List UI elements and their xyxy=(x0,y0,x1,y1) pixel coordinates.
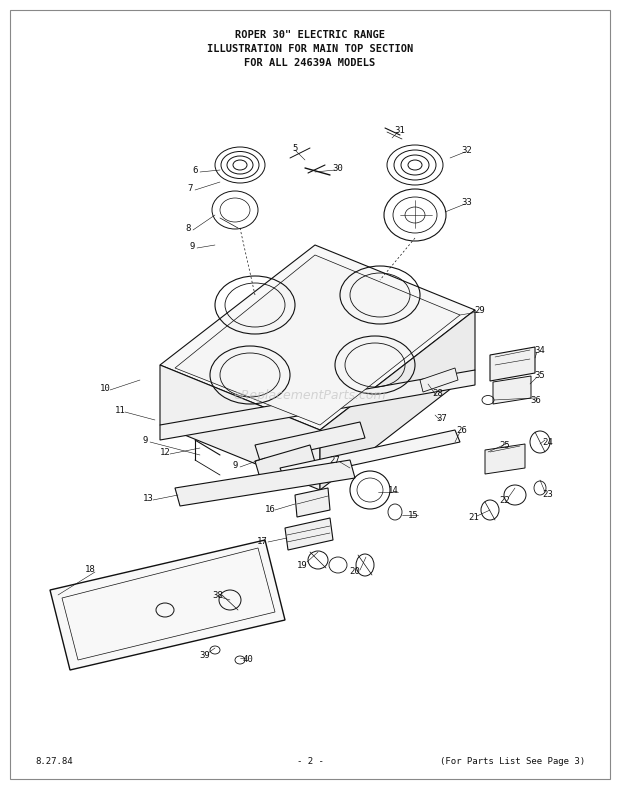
Text: 9: 9 xyxy=(232,461,237,469)
Text: 18: 18 xyxy=(84,566,95,574)
Text: 37: 37 xyxy=(436,413,448,422)
Text: 29: 29 xyxy=(475,305,485,315)
Text: ILLUSTRATION FOR MAIN TOP SECTION: ILLUSTRATION FOR MAIN TOP SECTION xyxy=(207,44,413,54)
Polygon shape xyxy=(255,422,365,461)
Text: 31: 31 xyxy=(394,125,405,134)
Text: ROPER 30" ELECTRIC RANGE: ROPER 30" ELECTRIC RANGE xyxy=(235,30,385,40)
Polygon shape xyxy=(50,540,285,670)
Polygon shape xyxy=(160,245,475,430)
Text: 23: 23 xyxy=(542,489,554,499)
Text: 14: 14 xyxy=(388,485,399,495)
Text: 26: 26 xyxy=(456,425,467,435)
Text: 5: 5 xyxy=(292,144,298,152)
Text: 8.27.84: 8.27.84 xyxy=(35,757,73,766)
Text: 33: 33 xyxy=(462,197,472,207)
Polygon shape xyxy=(420,368,458,392)
Text: FOR ALL 24639A MODELS: FOR ALL 24639A MODELS xyxy=(244,58,376,68)
Text: 21: 21 xyxy=(469,514,479,522)
Polygon shape xyxy=(280,430,460,480)
Text: 15: 15 xyxy=(407,511,419,521)
Text: 34: 34 xyxy=(534,346,546,354)
Text: 28: 28 xyxy=(433,388,443,398)
Polygon shape xyxy=(485,444,525,474)
Text: 40: 40 xyxy=(242,656,254,664)
Text: 25: 25 xyxy=(500,440,510,450)
Text: 10: 10 xyxy=(100,383,110,392)
Text: 32: 32 xyxy=(462,145,472,155)
Polygon shape xyxy=(160,365,320,490)
Text: 27: 27 xyxy=(330,455,340,465)
Polygon shape xyxy=(493,376,531,404)
Text: (For Parts List See Page 3): (For Parts List See Page 3) xyxy=(440,757,585,766)
Text: 6: 6 xyxy=(192,166,198,174)
Polygon shape xyxy=(175,460,355,506)
Text: 19: 19 xyxy=(296,560,308,570)
Polygon shape xyxy=(255,445,315,478)
Text: 8: 8 xyxy=(185,223,191,233)
Text: 35: 35 xyxy=(534,371,546,380)
Text: 12: 12 xyxy=(159,447,170,457)
Text: 30: 30 xyxy=(332,163,343,173)
Text: 20: 20 xyxy=(350,567,360,577)
Polygon shape xyxy=(295,488,330,517)
Text: 13: 13 xyxy=(143,493,153,503)
Text: - 2 -: - 2 - xyxy=(296,757,324,766)
Text: 7: 7 xyxy=(187,184,193,193)
Text: 9: 9 xyxy=(189,241,195,250)
Text: 22: 22 xyxy=(500,495,510,504)
Text: 16: 16 xyxy=(265,506,275,514)
Text: 11: 11 xyxy=(115,406,125,414)
Text: 17: 17 xyxy=(257,537,267,547)
Polygon shape xyxy=(320,310,475,490)
Polygon shape xyxy=(160,370,475,440)
Text: 24: 24 xyxy=(542,437,554,447)
Polygon shape xyxy=(175,255,460,425)
Text: 36: 36 xyxy=(531,395,541,405)
Polygon shape xyxy=(285,518,333,550)
Text: eReplacementParts.com: eReplacementParts.com xyxy=(234,388,386,402)
Text: 39: 39 xyxy=(200,650,210,660)
Text: 9: 9 xyxy=(143,436,148,444)
Text: 38: 38 xyxy=(213,590,223,600)
Polygon shape xyxy=(490,347,535,381)
